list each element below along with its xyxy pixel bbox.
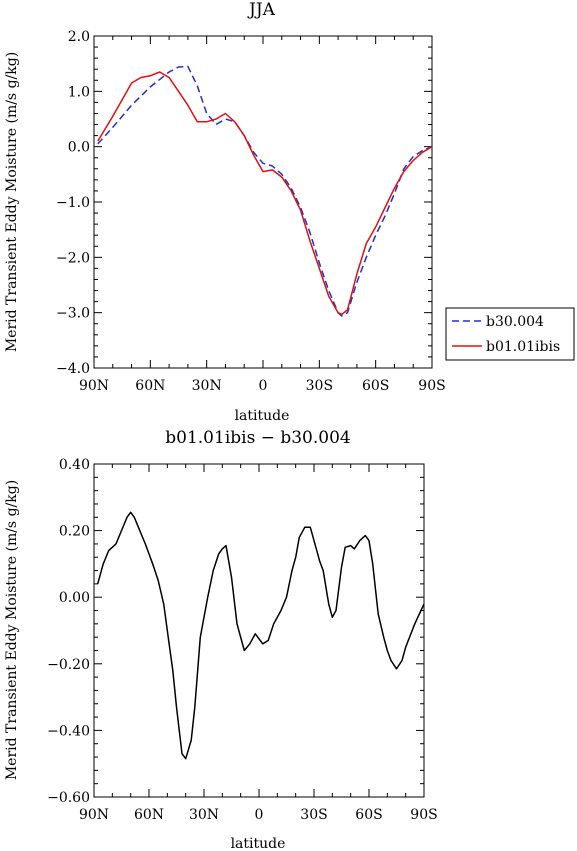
panel-bottom: b01.01ibis − b30.004 90N 60N 30N 0 30S 60S 90S… [4,428,438,851]
top-series-line-b30-004 [97,65,433,317]
top-ytick-label: −1.0 [56,195,90,211]
legend-label-b01-01ibis: b01.01ibis [486,339,560,355]
top-ytick-label: −2.0 [56,250,90,266]
top-series [97,65,433,317]
bottom-ticks: 90N 60N 30N 0 30S 60S 90S 0.40 0.20 0.00 −0.20 −0.4… [47,457,438,823]
top-xtick-label: 60N [135,378,165,394]
bottom-ytick-label: 0.20 [59,524,90,540]
top-ytick-label: 2.0 [68,29,90,45]
bottom-xtick-label: 90N [79,807,109,823]
top-xtick-label: 60S [362,378,389,394]
top-ytick-label: −3.0 [56,306,90,322]
bottom-xlabel: latitude [231,836,286,851]
bottom-title: b01.01ibis − b30.004 [165,428,350,448]
top-ytick-label: 1.0 [68,84,90,100]
bottom-series [96,511,425,760]
bottom-xtick-label: 60N [134,807,164,823]
bottom-xtick-label: 0 [255,807,264,823]
legend: b30.004 b01.01ibis [445,307,575,361]
bottom-xtick-label: 30S [300,807,327,823]
bottom-xtick-label: 60S [355,807,382,823]
panel-top: JJA 90N 60N 30N 0 30S 60S 90S 2.0 1.0 0.0 −1.0 −2.0… [4,0,575,424]
bottom-ytick-label: −0.40 [47,723,90,739]
top-xtick-label: 90N [79,378,109,394]
bottom-xtick-label: 90S [410,807,437,823]
bottom-ytick-label: 0.00 [59,590,90,606]
top-plot-frame [93,35,433,369]
bottom-ytick-label: −0.20 [47,657,90,673]
legend-box [445,307,575,361]
bottom-ylabel: Merid Transient Eddy Moisture (m/s g/kg) [4,480,20,780]
top-ytick-label: 0.0 [68,140,90,156]
top-ytick-label: −4.0 [56,361,90,377]
legend-label-b30-004: b30.004 [486,314,544,330]
top-xlabel: latitude [235,408,290,424]
bottom-ytick-label: −0.60 [47,790,90,806]
top-xtick-label: 90S [418,378,445,394]
top-ticks: 90N 60N 30N 0 30S 60S 90S 2.0 1.0 0.0 −1.0 −2.0 −3.0… [56,29,446,394]
top-xtick-label: 30S [306,378,333,394]
top-title: JJA [247,0,276,20]
top-xtick-label: 0 [259,378,268,394]
top-series-line-b01-01ibis [97,71,433,316]
bottom-plot-frame [93,463,425,798]
top-xtick-label: 30N [192,378,222,394]
bottom-xtick-label: 30N [189,807,219,823]
bottom-ytick-label: 0.40 [59,457,90,473]
top-ylabel: Merid Transient Eddy Moisture (m/s g/kg) [4,52,20,352]
bottom-series-line-difference [96,511,425,760]
